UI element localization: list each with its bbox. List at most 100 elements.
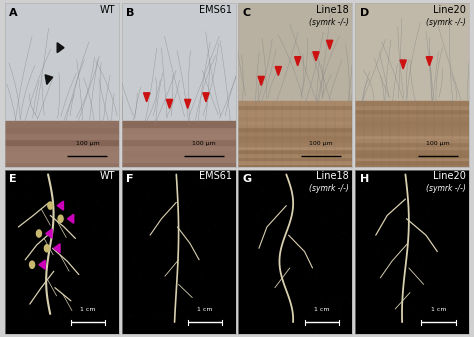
Bar: [356, 119, 469, 124]
Text: 1 cm: 1 cm: [431, 307, 446, 312]
Bar: [238, 123, 353, 127]
Polygon shape: [57, 201, 64, 210]
Polygon shape: [275, 66, 282, 75]
Bar: [356, 134, 469, 138]
Polygon shape: [426, 57, 432, 66]
Text: (symrk -/-): (symrk -/-): [426, 184, 466, 193]
Bar: [238, 134, 353, 138]
Polygon shape: [313, 52, 319, 61]
Polygon shape: [144, 93, 150, 102]
Bar: [356, 108, 469, 113]
Bar: [238, 156, 353, 160]
Bar: [238, 105, 353, 109]
Bar: [121, 149, 236, 156]
Text: B: B: [126, 8, 135, 18]
Bar: [356, 112, 469, 116]
Text: C: C: [243, 8, 251, 18]
Text: 100 μm: 100 μm: [192, 141, 216, 146]
Bar: [238, 108, 353, 113]
Text: G: G: [243, 175, 252, 184]
Text: F: F: [126, 175, 134, 184]
Text: 1 cm: 1 cm: [80, 307, 96, 312]
Bar: [238, 137, 353, 142]
Circle shape: [45, 245, 49, 252]
Bar: [5, 132, 118, 139]
Bar: [121, 161, 236, 167]
Bar: [5, 126, 118, 133]
Bar: [238, 163, 353, 167]
Text: D: D: [360, 8, 369, 18]
Text: WT: WT: [100, 5, 115, 15]
Bar: [356, 127, 469, 131]
Text: Line18: Line18: [316, 5, 349, 15]
Polygon shape: [57, 43, 64, 53]
Bar: [5, 121, 118, 127]
Polygon shape: [400, 60, 406, 69]
Bar: [238, 130, 353, 135]
Text: 1 cm: 1 cm: [314, 307, 329, 312]
Polygon shape: [327, 40, 333, 49]
Bar: [356, 141, 469, 146]
Circle shape: [48, 202, 53, 209]
Text: EMS61: EMS61: [199, 171, 232, 181]
Bar: [5, 149, 118, 156]
Polygon shape: [45, 75, 53, 84]
Bar: [356, 152, 469, 157]
Bar: [356, 105, 469, 109]
Bar: [5, 138, 118, 145]
Bar: [5, 155, 118, 162]
Text: E: E: [9, 175, 17, 184]
Bar: [356, 145, 469, 149]
Polygon shape: [46, 229, 52, 238]
Text: (symrk -/-): (symrk -/-): [426, 18, 466, 27]
Bar: [121, 155, 236, 162]
Circle shape: [58, 215, 63, 222]
Bar: [238, 145, 353, 149]
Text: Line20: Line20: [433, 5, 466, 15]
Text: A: A: [9, 8, 18, 18]
Bar: [121, 144, 236, 150]
Text: (symrk -/-): (symrk -/-): [309, 184, 349, 193]
Bar: [238, 127, 353, 131]
Bar: [356, 156, 469, 160]
Bar: [5, 161, 118, 167]
Text: EMS61: EMS61: [199, 5, 232, 15]
Bar: [238, 101, 353, 105]
Text: Line20: Line20: [433, 171, 466, 181]
Bar: [238, 152, 353, 157]
Polygon shape: [166, 99, 173, 109]
Polygon shape: [258, 76, 264, 86]
Bar: [356, 130, 469, 135]
Bar: [238, 148, 353, 153]
Bar: [238, 159, 353, 164]
Bar: [356, 116, 469, 120]
Text: (symrk -/-): (symrk -/-): [309, 18, 349, 27]
Polygon shape: [67, 214, 74, 223]
Circle shape: [29, 261, 35, 268]
Bar: [238, 116, 353, 120]
Text: Line18: Line18: [316, 171, 349, 181]
Polygon shape: [54, 244, 60, 253]
Bar: [121, 126, 236, 133]
Bar: [238, 141, 353, 146]
Bar: [121, 132, 236, 139]
Bar: [356, 163, 469, 167]
Bar: [356, 148, 469, 153]
Bar: [121, 121, 236, 127]
Text: 100 μm: 100 μm: [426, 141, 450, 146]
Bar: [356, 159, 469, 164]
Text: H: H: [360, 175, 369, 184]
Circle shape: [36, 230, 41, 237]
Bar: [238, 119, 353, 124]
Polygon shape: [203, 93, 209, 102]
Bar: [121, 138, 236, 145]
Text: 100 μm: 100 μm: [309, 141, 333, 146]
Bar: [356, 137, 469, 142]
Bar: [238, 112, 353, 116]
Text: 100 μm: 100 μm: [75, 141, 99, 146]
Bar: [5, 144, 118, 150]
Polygon shape: [39, 260, 45, 269]
Text: WT: WT: [100, 171, 115, 181]
Polygon shape: [294, 57, 301, 66]
Text: 1 cm: 1 cm: [197, 307, 212, 312]
